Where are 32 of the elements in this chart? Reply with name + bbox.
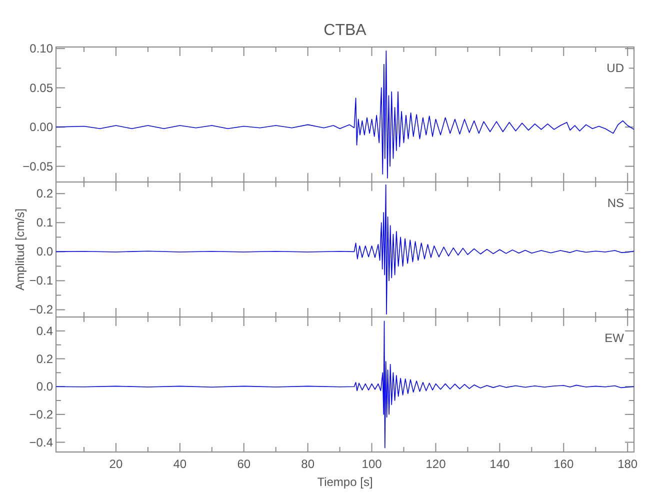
annotation: EW xyxy=(604,331,625,345)
y-tick-label: 0.1 xyxy=(36,216,54,230)
x-tick-label: 40 xyxy=(173,457,187,471)
line-series xyxy=(56,320,634,448)
y-tick-label: 0.0 xyxy=(36,380,54,394)
annotation: UD xyxy=(606,61,624,75)
chart-title: CTBA xyxy=(324,22,367,39)
x-tick-label: 60 xyxy=(237,457,251,471)
y-tick-label: 0.2 xyxy=(36,352,54,366)
x-tick-label: 80 xyxy=(301,457,315,471)
x-tick-label: 160 xyxy=(554,457,574,471)
x-tick-label: 180 xyxy=(618,457,638,471)
x-tick-label: 120 xyxy=(426,457,446,471)
y-tick-label: 0.00 xyxy=(30,120,54,134)
y-tick-label: −0.2 xyxy=(29,407,54,422)
y-tick-label: −0.2 xyxy=(29,302,54,317)
annotation: NS xyxy=(607,196,624,210)
y-tick-label: −0.05 xyxy=(22,159,54,174)
line-series xyxy=(56,50,634,178)
line-series xyxy=(56,184,634,314)
y-tick-label: 0.10 xyxy=(30,42,54,56)
y-tick-label: 0.2 xyxy=(36,186,54,201)
y-tick-label: −0.4 xyxy=(29,435,54,450)
y-axis-title: Amplitud [cm/s] xyxy=(13,208,27,291)
x-tick-label: 100 xyxy=(362,457,382,471)
y-tick-label: −0.1 xyxy=(29,274,54,288)
y-tick-label: 0.4 xyxy=(36,324,54,338)
x-axis-title: Tiempo [s] xyxy=(317,475,373,489)
y-tick-label: 0.0 xyxy=(36,244,54,259)
x-tick-label: 20 xyxy=(109,457,123,471)
x-tick-label: 140 xyxy=(490,457,510,471)
y-tick-label: 0.05 xyxy=(30,80,54,95)
